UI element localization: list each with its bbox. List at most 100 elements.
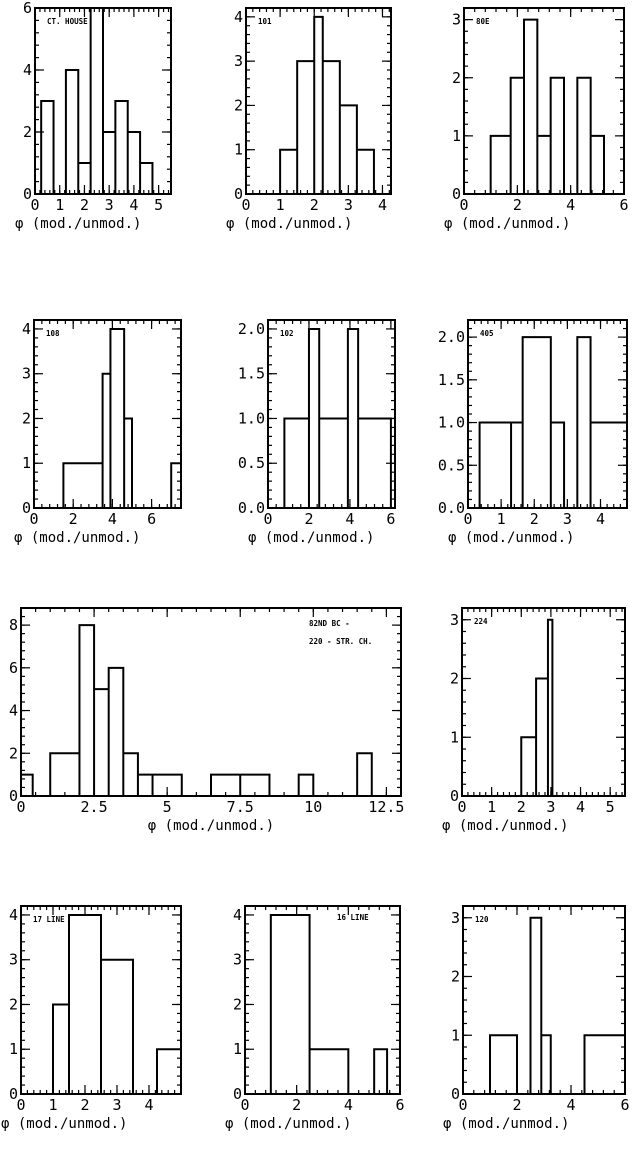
x-axis-label: φ (mod./unmod.) [248, 530, 374, 546]
x-tick-label: 2 [310, 196, 319, 214]
x-tick-label: 0 [458, 1096, 467, 1114]
x-tick-label: 2 [69, 510, 78, 528]
x-tick-label: 12.5 [368, 798, 404, 816]
histogram-steps [52, 913, 182, 1095]
y-tick-label: 0.0 [438, 499, 465, 517]
y-tick-label: 4 [22, 320, 31, 338]
histogram-panel-8: 0 1 2 3 4 5 0 1 2 3 224 φ (mod./unmod.) [442, 607, 626, 834]
x-tick-label: 0 [29, 510, 38, 528]
x-tick-label: 2 [80, 196, 89, 214]
x-tick-label: 2 [512, 1096, 521, 1114]
histogram-steps [35, 7, 165, 195]
y-tick-label: 2.0 [438, 328, 465, 346]
histogram-panel-10: 0 2 4 6 0 1 2 3 4 16 LINE φ (mod./unmod.) [225, 905, 405, 1132]
x-tick-label: 2 [517, 798, 526, 816]
x-axis-label: φ (mod./unmod.) [442, 818, 568, 834]
x-tick-label: 2 [304, 510, 313, 528]
y-tick-label: 4 [9, 906, 18, 924]
y-tick-label: 6 [23, 0, 32, 17]
y-tick-label: 3 [452, 11, 461, 29]
histogram-steps [520, 618, 554, 796]
histogram-steps [269, 913, 389, 1095]
histogram-steps [283, 327, 392, 508]
y-tick-label: 1.5 [238, 365, 265, 383]
histogram-panel-11: 0 2 4 6 0 1 2 3 120 φ (mod./unmod.) [443, 905, 630, 1132]
y-tick-label: 0 [451, 1085, 460, 1103]
panel-annotation: 405 [480, 329, 494, 338]
y-tick-label: 4 [233, 906, 242, 924]
y-tick-label: 0 [9, 1085, 18, 1103]
histogram-steps [489, 18, 618, 195]
x-tick-label: 2 [80, 1096, 89, 1114]
panel-annotation: CT. HOUSE [47, 17, 88, 26]
x-tick-label: 1 [497, 510, 506, 528]
x-tick-label: 1 [55, 196, 64, 214]
x-tick-label: 1 [487, 798, 496, 816]
y-tick-label: 1.5 [438, 371, 465, 389]
y-tick-label: 2 [22, 409, 31, 427]
y-tick-label: 3 [22, 365, 31, 383]
x-tick-label: 4 [144, 1096, 153, 1114]
y-tick-label: 8 [9, 616, 18, 634]
histogram-panel-3: 0 2 4 6 0 1 2 3 80E φ (mod./unmod.) [444, 7, 629, 232]
y-tick-label: 0.5 [238, 454, 265, 472]
plot-frame [463, 7, 625, 195]
panel-annotation: 102 [280, 329, 294, 338]
y-tick-label: 1.0 [438, 414, 465, 432]
y-tick-label: 3 [233, 951, 242, 969]
panel-annotation: 120 [475, 915, 489, 924]
x-tick-label: 4 [108, 510, 117, 528]
x-tick-label: 4 [566, 196, 575, 214]
x-tick-label: 4 [345, 510, 354, 528]
x-tick-label: 3 [112, 1096, 121, 1114]
y-tick-label: 0.0 [238, 499, 265, 517]
y-tick-label: 1 [233, 1040, 242, 1058]
x-tick-label: 2 [513, 196, 522, 214]
x-tick-label: 6 [147, 510, 156, 528]
x-tick-label: 3 [563, 510, 572, 528]
x-tick-label: 4 [344, 1096, 353, 1114]
x-tick-label: 0 [463, 510, 472, 528]
y-tick-label: 4 [234, 8, 243, 26]
y-tick-label: 2 [451, 968, 460, 986]
x-tick-label: 1 [48, 1096, 57, 1114]
x-axis-label: φ (mod./unmod.) [14, 530, 140, 546]
y-tick-label: 0 [233, 1085, 242, 1103]
x-tick-label: 3 [344, 196, 353, 214]
plot-frame [461, 607, 626, 797]
panel-annotation: 17 LINE [33, 915, 65, 924]
panel-annotation: 108 [46, 329, 60, 338]
y-tick-label: 3 [450, 611, 459, 629]
panel-annotation: 220 - STR. CH. [309, 637, 372, 646]
x-tick-label: 2 [292, 1096, 301, 1114]
histogram-panel-7: 0 2.5 5 7.5 10 12.5 0 2 4 6 8 82ND BC - 220 - STR. C… [9, 607, 404, 834]
x-tick-label: 2 [530, 510, 539, 528]
panel-annotation: 224 [474, 617, 488, 626]
y-tick-label: 2 [452, 69, 461, 87]
y-tick-label: 0.5 [438, 456, 465, 474]
x-tick-label: 1 [276, 196, 285, 214]
histogram-panel-9: 0 1 2 3 4 0 1 2 3 4 17 LINE φ (mod./unmod.) [1, 905, 182, 1132]
panel-annotation: 80E [476, 17, 490, 26]
x-tick-label: 0 [16, 1096, 25, 1114]
y-tick-label: 0 [23, 185, 32, 203]
y-tick-label: 1 [22, 454, 31, 472]
histogram-panel-2: 0 1 2 3 4 0 1 2 3 4 101 φ (mod./unmod.) [226, 7, 392, 232]
x-axis-label: φ (mod./unmod.) [443, 1116, 569, 1132]
x-tick-label: 6 [620, 1096, 629, 1114]
y-tick-label: 1 [234, 141, 243, 159]
x-tick-label: 3 [546, 798, 555, 816]
x-tick-label: 0 [241, 196, 250, 214]
plot-frame [33, 319, 182, 509]
y-tick-label: 1 [452, 127, 461, 145]
x-tick-label: 10 [304, 798, 322, 816]
x-tick-label: 4 [576, 798, 585, 816]
histogram-steps [62, 327, 182, 509]
x-tick-label: 0 [16, 798, 25, 816]
x-tick-label: 0 [457, 798, 466, 816]
y-tick-label: 4 [9, 702, 18, 720]
x-tick-label: 0 [263, 510, 272, 528]
y-tick-label: 3 [451, 909, 460, 927]
